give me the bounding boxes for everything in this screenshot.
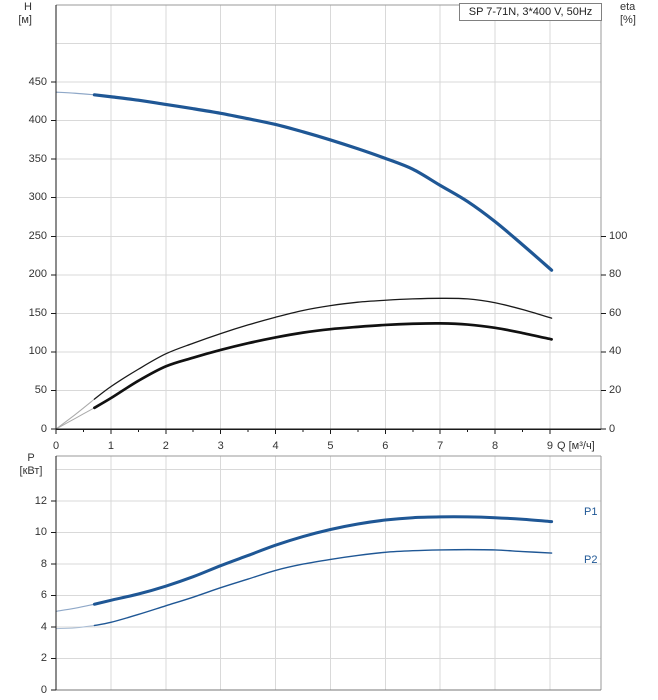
h-tick-label: 350 xyxy=(28,152,47,165)
p-axis-title: P [кВт] xyxy=(10,452,52,478)
q-tick-label: 3 xyxy=(217,440,224,452)
curve-H-lead xyxy=(55,91,96,96)
curve-eta-pump-lead xyxy=(55,398,95,430)
q-tick-label: 5 xyxy=(327,440,334,452)
h-tick-label: 150 xyxy=(28,306,47,319)
curve-eta-pump-motor-lead xyxy=(55,407,95,430)
curve-eta-pump-motor xyxy=(93,322,553,410)
p-tick-label: 4 xyxy=(40,620,47,633)
h-axis-title-symbol: H xyxy=(24,1,32,13)
h-tick-label: 200 xyxy=(28,268,47,281)
q-tick-label: 8 xyxy=(492,440,499,452)
q-tick-label: 9 xyxy=(546,440,554,452)
h-tick-label: 400 xyxy=(28,114,47,127)
q-tick-label: 1 xyxy=(107,440,114,452)
eta-tick-label: 20 xyxy=(609,383,622,396)
curve-P1-lead xyxy=(55,603,96,612)
curve-P2 xyxy=(93,548,553,627)
q-tick-label: 4 xyxy=(272,440,279,452)
h-axis-title: H [м] xyxy=(6,1,32,27)
h-axis-title-unit: [м] xyxy=(18,14,32,26)
q-tick-label: 0 xyxy=(52,440,60,452)
p-axis-title-symbol: P xyxy=(27,452,35,464)
p-tick-label: 12 xyxy=(34,494,47,507)
pump-title: SP 7-71N, 3*400 V, 50Hz xyxy=(468,6,593,18)
h-tick-label: 0 xyxy=(40,422,47,435)
eta-axis-title-symbol: eta xyxy=(620,1,636,13)
eta-tick-label: 80 xyxy=(609,268,622,281)
h-tick-label: 50 xyxy=(34,383,47,396)
q-tick-label: 2 xyxy=(162,440,169,452)
q-tick-label: 7 xyxy=(437,440,444,452)
h-tick-label: 250 xyxy=(28,229,47,242)
eta-tick-label: 0 xyxy=(609,422,616,435)
pump-title-box: SP 7-71N, 3*400 V, 50Hz xyxy=(459,3,602,21)
p-tick-label: 8 xyxy=(40,557,47,570)
curve-eta-pump xyxy=(93,297,553,400)
eta-axis-title-unit: [%] xyxy=(620,14,636,26)
eta-tick-label: 60 xyxy=(609,306,622,319)
p-tick-label: 10 xyxy=(34,526,47,539)
q-tick-label: 6 xyxy=(382,440,389,452)
h-tick-label: 450 xyxy=(28,75,47,88)
eta-axis-title: eta [%] xyxy=(620,1,636,27)
curve-P2-lead xyxy=(55,624,95,630)
q-axis-label: Q [м³/ч] xyxy=(557,440,595,452)
p-tick-label: 0 xyxy=(40,683,47,696)
h-tick-label: 100 xyxy=(28,345,47,358)
p-tick-label: 2 xyxy=(40,652,47,665)
eta-tick-label: 100 xyxy=(609,229,628,242)
h-tick-label: 300 xyxy=(28,191,47,204)
p2-series-label: P2 xyxy=(584,554,598,566)
p1-series-label: P1 xyxy=(584,506,598,518)
p-axis-title-unit: [кВт] xyxy=(19,465,43,477)
p-tick-label: 6 xyxy=(40,589,47,602)
eta-tick-label: 40 xyxy=(609,345,622,358)
curve-P1 xyxy=(92,515,554,606)
curve-H xyxy=(92,93,554,272)
